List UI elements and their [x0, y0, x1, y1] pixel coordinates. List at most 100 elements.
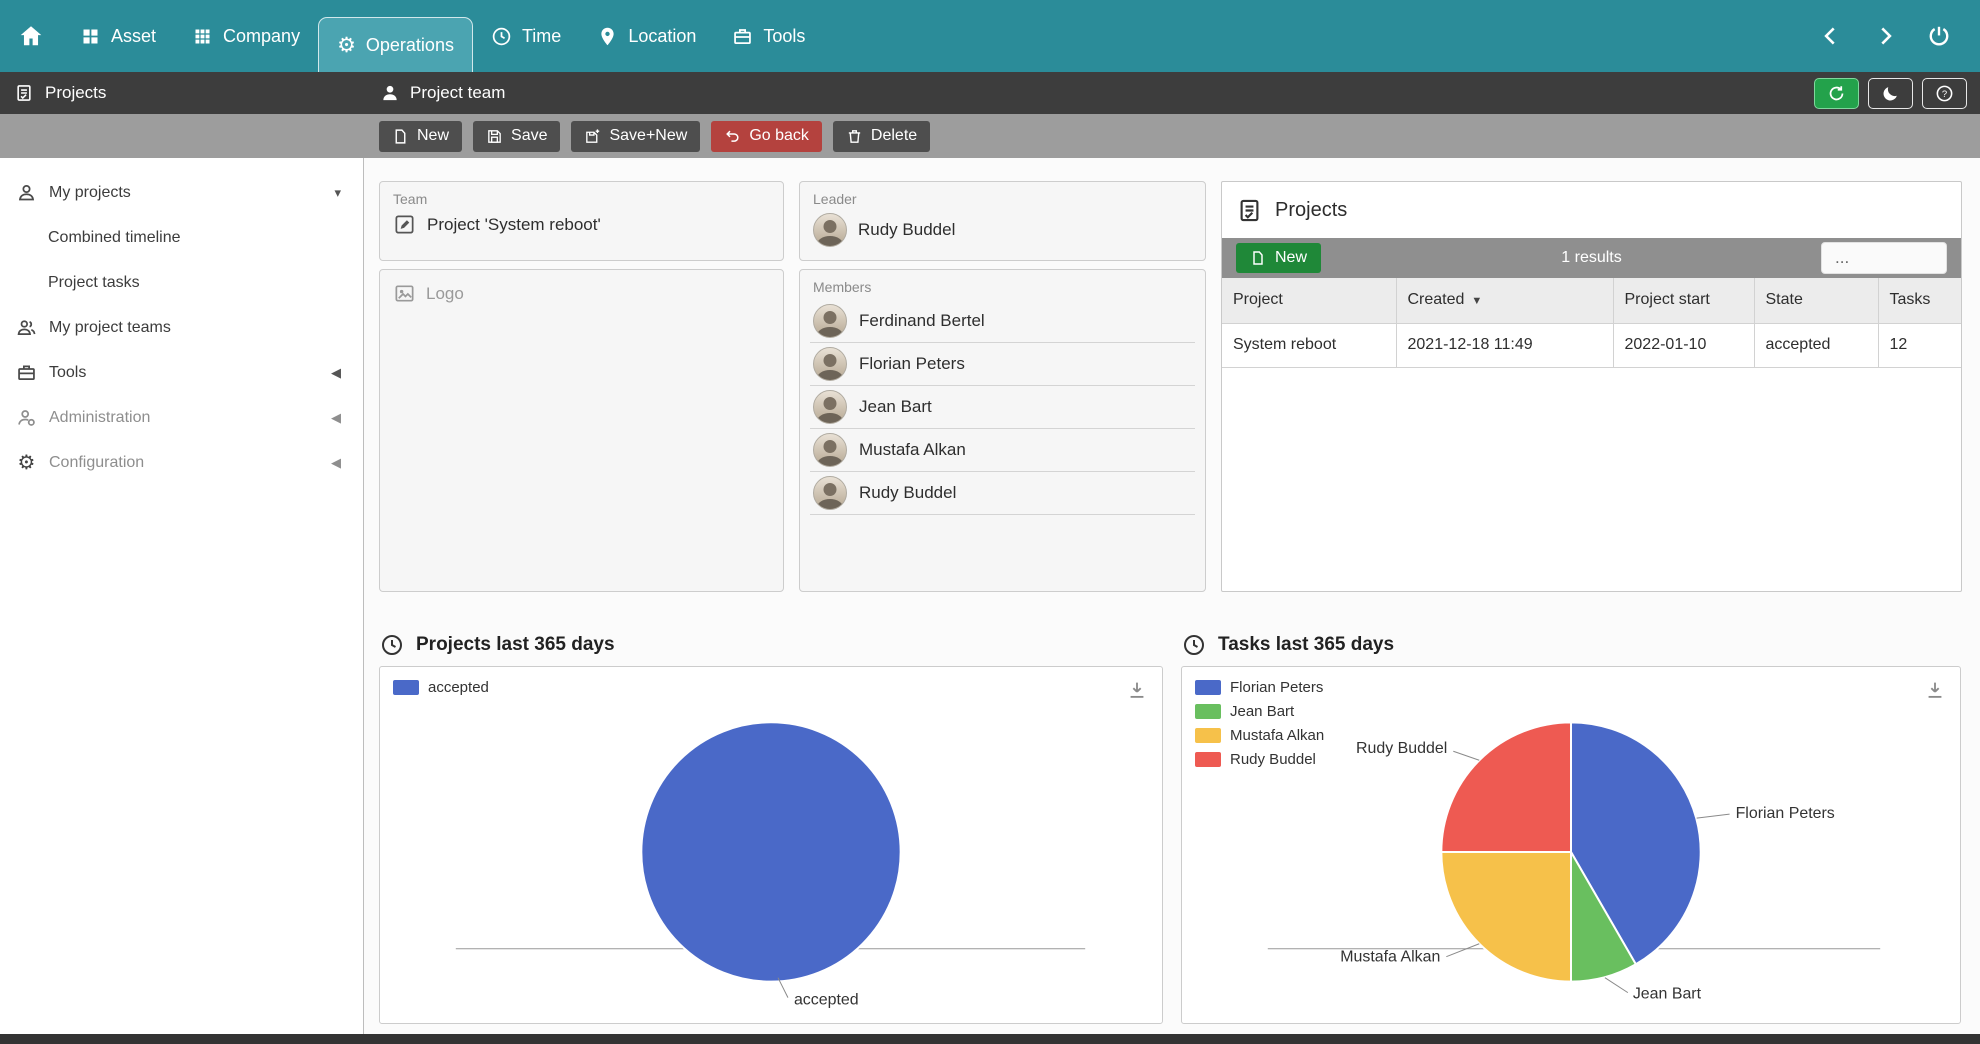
- clock-icon: [491, 26, 512, 47]
- member-row[interactable]: Rudy Buddel: [810, 472, 1195, 515]
- download-icon[interactable]: [1126, 679, 1148, 701]
- pie-label: Florian Peters: [1736, 805, 1835, 822]
- refresh-button[interactable]: [1814, 77, 1859, 109]
- help-button[interactable]: ?: [1922, 77, 1967, 109]
- team-field-card: Team Project 'System reboot': [379, 181, 784, 261]
- save-button[interactable]: Save: [473, 120, 561, 152]
- home-icon: [18, 23, 44, 49]
- save-floppy-icon: [486, 128, 503, 145]
- go-back-button[interactable]: Go back: [711, 120, 822, 152]
- trash-icon: [846, 128, 863, 145]
- pie-slice[interactable]: [1570, 721, 1702, 966]
- bottom-bar: [0, 1034, 1980, 1044]
- cell-tasks: 12: [1877, 322, 1961, 368]
- nav-item-tools[interactable]: Tools: [714, 0, 823, 72]
- edit-icon: [393, 213, 416, 236]
- legend-label: Jean Bart: [1230, 703, 1295, 720]
- save-plus-floppy-icon: [584, 128, 601, 145]
- sidebar-item-label: Tools: [49, 363, 87, 381]
- column-header-created[interactable]: Created ▼: [1395, 278, 1614, 324]
- page-title: Project team: [410, 83, 506, 102]
- sidebar-item-tools[interactable]: Tools ◀: [0, 350, 363, 395]
- download-icon[interactable]: [1924, 679, 1946, 701]
- pie-slice[interactable]: [640, 721, 902, 983]
- pie-slice[interactable]: [1440, 850, 1572, 983]
- nav-item-location[interactable]: Location: [579, 0, 714, 72]
- column-header-tasks[interactable]: Tasks: [1877, 278, 1961, 324]
- pie-svg: accepted: [455, 721, 1086, 1009]
- sidebar: My projects ▾ Combined timeline Project …: [0, 158, 364, 1034]
- legend-item[interactable]: Mustafa Alkan: [1195, 727, 1324, 744]
- sidebar-item-label: My project teams: [49, 318, 171, 336]
- sidebar-item-my-project-teams[interactable]: My project teams: [0, 305, 363, 350]
- table-row[interactable]: System reboot 2021-12-18 11:49 2022-01-1…: [1222, 322, 1961, 368]
- forward-chevron-icon[interactable]: [1872, 23, 1898, 49]
- leader-value[interactable]: Rudy Buddel: [800, 212, 1205, 248]
- chart-legend: Florian Peters Jean Bart Mustafa Alkan Rudy…: [1195, 679, 1324, 768]
- legend-item[interactable]: accepted: [393, 679, 489, 696]
- sidebar-item-administration[interactable]: Administration ◀: [0, 395, 363, 440]
- clock-icon: [1182, 633, 1206, 657]
- column-header-project-start[interactable]: Project start: [1612, 278, 1755, 324]
- sidebar-item-combined-timeline[interactable]: Combined timeline: [0, 215, 363, 260]
- leader-field-card: Leader Rudy Buddel: [799, 181, 1206, 261]
- refresh-icon: [1827, 84, 1846, 103]
- member-row[interactable]: Jean Bart: [810, 386, 1195, 429]
- legend-label: Rudy Buddel: [1230, 751, 1316, 768]
- team-field-value[interactable]: Project 'System reboot': [380, 212, 783, 237]
- company-grid-icon: [192, 26, 213, 47]
- pie-label-line: [1604, 977, 1629, 994]
- members-card: Members Ferdinand Bertel Florian Peters …: [799, 269, 1206, 592]
- column-header-project[interactable]: Project: [1222, 278, 1397, 324]
- nav-right-controls: [1818, 0, 1980, 72]
- header-bar: Projects Project team ?: [0, 72, 1980, 114]
- panel-new-button[interactable]: New: [1236, 243, 1322, 273]
- member-row[interactable]: Florian Peters: [810, 343, 1195, 386]
- legend-swatch: [1195, 752, 1221, 767]
- legend-item[interactable]: Florian Peters: [1195, 679, 1324, 696]
- new-button[interactable]: New: [379, 120, 463, 152]
- home-button[interactable]: [0, 0, 62, 72]
- sidebar-item-my-projects[interactable]: My projects ▾: [0, 170, 363, 215]
- cell-project: System reboot: [1222, 322, 1397, 368]
- pie-label-line: [1453, 750, 1480, 761]
- admin-person-icon: [16, 407, 37, 428]
- nav-item-asset[interactable]: Asset: [62, 0, 174, 72]
- sidebar-item-configuration[interactable]: ⚙ Configuration ◀: [0, 440, 363, 485]
- avatar: [813, 304, 847, 338]
- legend-label: Florian Peters: [1230, 679, 1324, 696]
- nav-item-time[interactable]: Time: [473, 0, 579, 72]
- moon-icon: [1881, 84, 1900, 103]
- nav-item-operations[interactable]: ⚙ Operations: [318, 17, 473, 72]
- avatar: [813, 390, 847, 424]
- sidebar-item-label: Administration: [49, 408, 151, 426]
- delete-button[interactable]: Delete: [832, 120, 931, 152]
- pie-slice[interactable]: [1440, 721, 1572, 853]
- sort-desc-icon: ▼: [1471, 295, 1483, 308]
- pie-label-line: [1446, 943, 1480, 958]
- nav-item-company[interactable]: Company: [174, 0, 318, 72]
- pie-label: Jean Bart: [1633, 986, 1702, 1003]
- back-chevron-icon[interactable]: [1818, 23, 1844, 49]
- save-new-button[interactable]: Save+New: [571, 120, 701, 152]
- module-header: Projects: [0, 83, 364, 103]
- legend-item[interactable]: Rudy Buddel: [1195, 751, 1324, 768]
- sidebar-item-project-tasks[interactable]: Project tasks: [0, 260, 363, 305]
- new-button-label: New: [417, 127, 450, 144]
- power-icon[interactable]: [1926, 23, 1952, 49]
- member-name: Florian Peters: [859, 354, 965, 373]
- member-row[interactable]: Ferdinand Bertel: [810, 300, 1195, 343]
- legend-item[interactable]: Jean Bart: [1195, 703, 1324, 720]
- column-header-state[interactable]: State: [1753, 278, 1879, 324]
- projects-panel-toolbar: New 1 results ...: [1222, 238, 1961, 278]
- header-actions: ?: [1814, 77, 1980, 109]
- logo-upload-card[interactable]: Logo: [379, 269, 784, 592]
- member-row[interactable]: Mustafa Alkan: [810, 429, 1195, 472]
- more-options-button[interactable]: ...: [1821, 242, 1947, 274]
- nav-item-label: Tools: [763, 25, 806, 46]
- team-name-text: Project 'System reboot': [427, 214, 601, 234]
- legend-label: Mustafa Alkan: [1230, 727, 1325, 744]
- avatar: [813, 347, 847, 381]
- sidebar-item-label: Combined timeline: [48, 228, 181, 246]
- dark-mode-button[interactable]: [1868, 77, 1913, 109]
